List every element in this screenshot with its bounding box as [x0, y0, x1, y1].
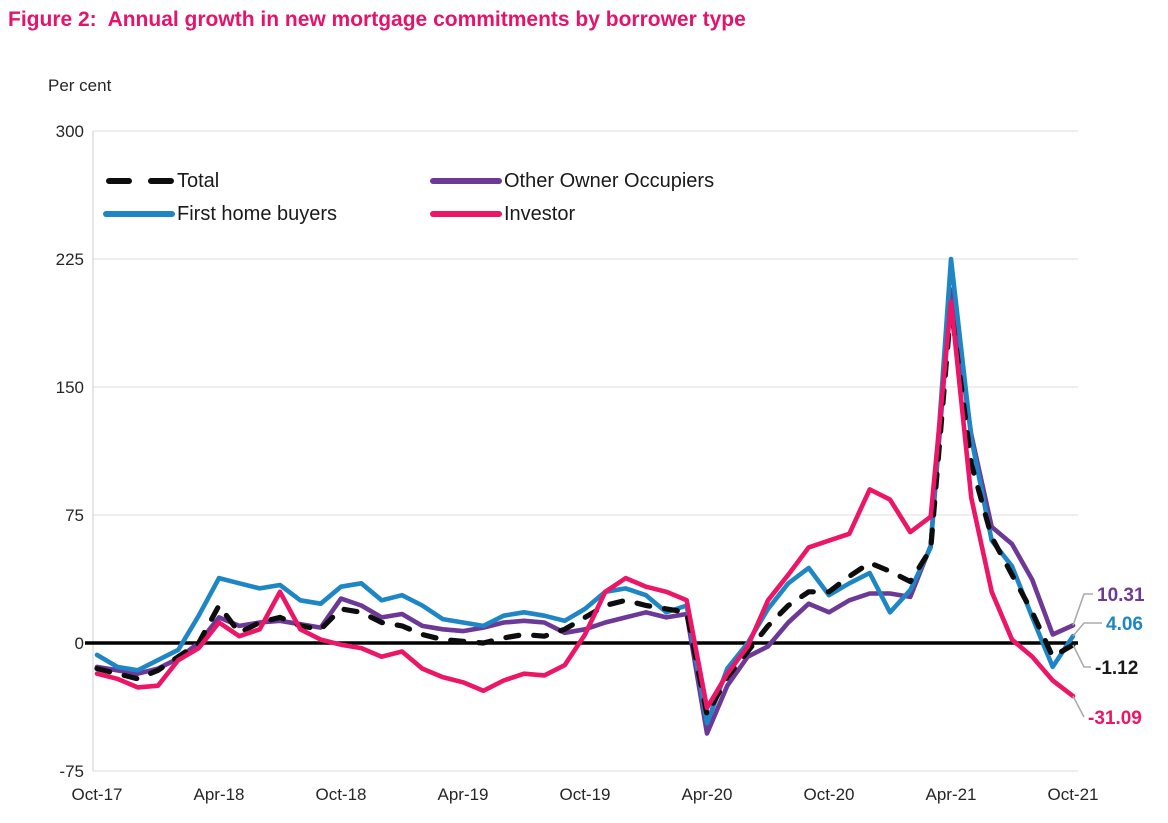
- y-tick-label: -75: [59, 762, 84, 781]
- legend-item-first-home-buyers: First home buyers: [103, 200, 430, 228]
- x-tick-label: Oct-18: [315, 785, 366, 804]
- legend-label-total: Total: [177, 169, 220, 192]
- y-tick-label: 225: [56, 250, 84, 269]
- x-tick-label: Oct-19: [559, 785, 610, 804]
- series-line-other-owner-occupiers: [94, 287, 1076, 736]
- y-tick-label: 0: [75, 634, 84, 653]
- end-value-label-first-home-buyers: 4.06: [1106, 614, 1143, 635]
- investor-line-swatch: [430, 211, 502, 217]
- figure-title: Figure 2: Annual growth in new mortgage …: [8, 8, 746, 31]
- chart-legend: Total Other Owner Occupiers First home b…: [103, 167, 714, 228]
- legend-label-other-owner-occupiers: Other Owner Occupiers: [504, 169, 715, 192]
- series-line-first-home-buyers: [94, 256, 1076, 726]
- end-label-leader-line: [1072, 622, 1102, 637]
- series-line-investor: [94, 299, 1076, 711]
- x-tick-label: Apr-19: [437, 785, 488, 804]
- legend-item-total: Total: [103, 167, 430, 195]
- y-axis-units-label: Per cent: [48, 76, 112, 95]
- other-owner-occupiers-line-swatch: [430, 178, 502, 184]
- x-tick-label: Oct-21: [1047, 785, 1098, 804]
- end-value-label-investor: -31.09: [1088, 708, 1142, 729]
- end-value-label-other-owner-occupiers: 10.31: [1097, 585, 1145, 606]
- end-label-leader-line: [1072, 593, 1093, 626]
- series-line-total: [94, 304, 1076, 718]
- x-tick-label: Apr-18: [193, 785, 244, 804]
- total-line-swatch: [106, 178, 175, 184]
- x-tick-label: Apr-21: [925, 785, 976, 804]
- y-tick-label: 300: [56, 122, 84, 141]
- y-tick-label: 75: [65, 506, 84, 525]
- end-label-leader-line: [1072, 644, 1091, 668]
- x-tick-label: Oct-17: [71, 785, 122, 804]
- legend-label-first-home-buyers: First home buyers: [177, 202, 338, 225]
- end-label-leader-line: [1072, 695, 1085, 718]
- x-tick-label: Apr-20: [681, 785, 732, 804]
- first-home-buyers-line-swatch: [103, 211, 175, 217]
- y-tick-label: 150: [56, 378, 84, 397]
- legend-item-investor: Investor: [430, 200, 714, 228]
- legend-label-investor: Investor: [504, 202, 576, 225]
- legend-item-other-owner-occupiers: Other Owner Occupiers: [430, 167, 714, 195]
- end-value-label-total: -1.12: [1095, 658, 1138, 679]
- x-tick-label: Oct-20: [803, 785, 854, 804]
